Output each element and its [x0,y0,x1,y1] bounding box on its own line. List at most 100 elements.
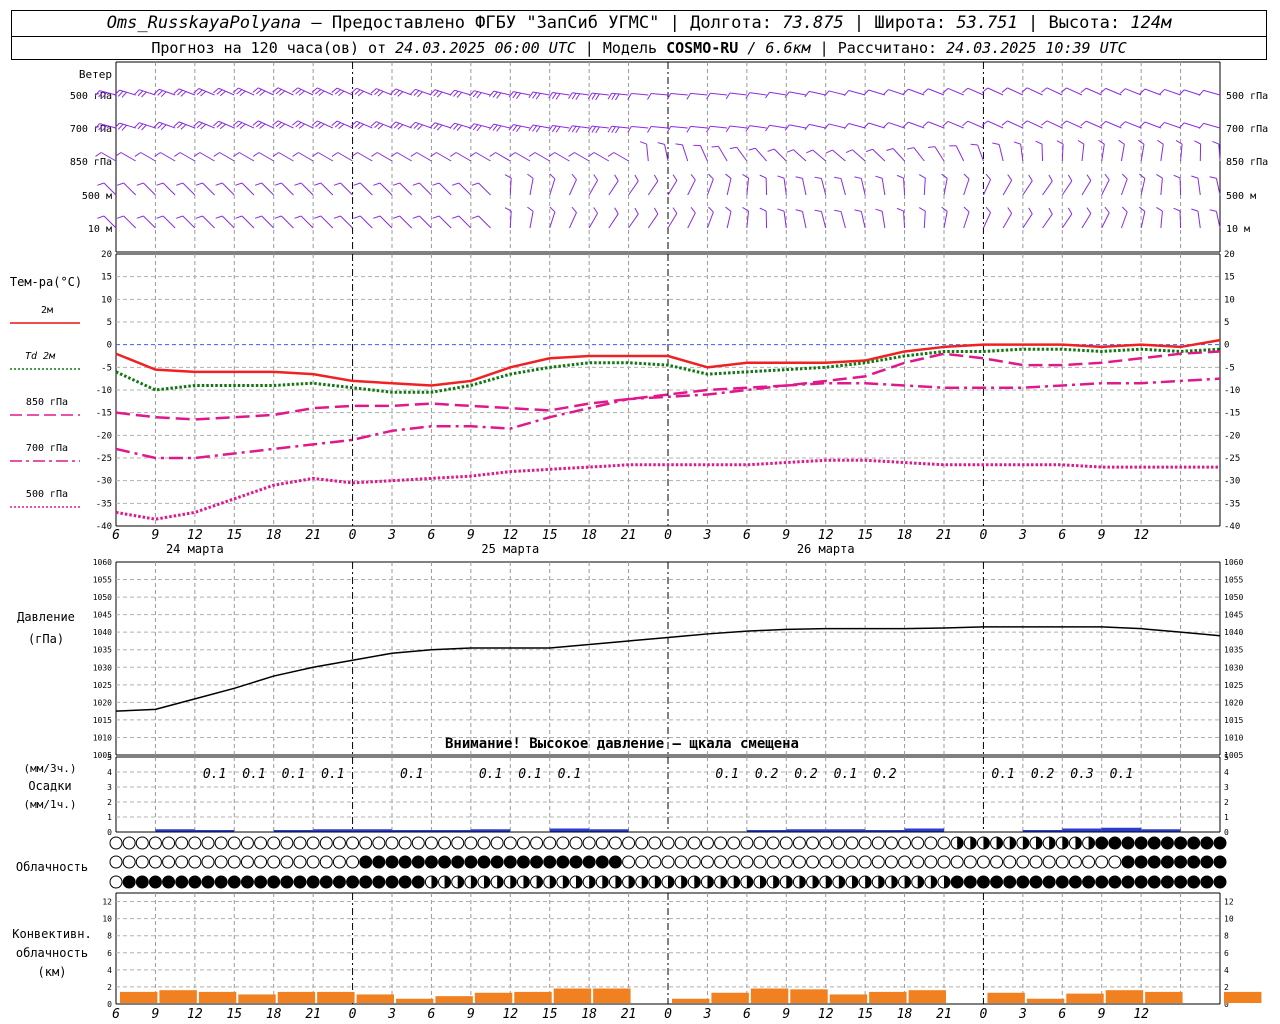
cloud-cover-symbol [530,836,544,850]
wind-barb-shaft [376,88,393,96]
cloud-cover-symbol [871,836,885,850]
temp-axis-hour-label: 18 [266,528,282,543]
cloud-cover-half [865,876,872,888]
wind-barb-feather [476,92,482,99]
wind-barb-feather [575,93,581,100]
pressure-tick-right: 1005 [1224,751,1243,760]
cloud-cover-symbol [543,836,557,850]
wind-barb-feather [896,207,904,212]
wind-barb-feather [1191,175,1199,179]
cloud-cover-symbol [608,836,622,850]
convective-axis-hour-label: 15 [226,1007,242,1022]
pressure-title: Давление [17,610,75,624]
wind-barb-feather [153,121,160,128]
wind-barb-feather [1086,207,1092,214]
wind-barb-shaft [258,120,274,129]
wind-barb-feather [134,89,140,96]
cloud-cover-half [825,876,832,888]
temp-axis-hour-label: 9 [467,528,475,543]
wind-barb-shaft [1061,213,1073,229]
wind-barb-feather [1021,120,1028,126]
precip-tick-right: 5 [1224,753,1229,762]
convective-tick-right: 12 [1224,898,1234,907]
wind-barb-feather [173,88,180,95]
temp-tick-left: -10 [96,386,112,396]
wind-barb-feather [708,173,714,180]
calc-label: Рассчитано: [837,39,938,57]
convective-bar [672,998,710,1003]
model-label: Модель [602,39,658,57]
wind-barb-shaft [120,152,136,162]
wind-barb-feather [745,92,751,99]
pressure-line [115,626,1221,712]
cloud-cover-symbol [937,836,951,850]
cloud-cover-symbol [438,836,452,850]
temp-axis-hour-label: 0 [349,528,357,543]
wind-barb-shaft [881,178,886,196]
cloud-cover-symbol [359,875,373,889]
wind-barb-feather [516,92,522,99]
wind-barb-feather [742,174,749,179]
wind-barb-shaft [647,213,659,229]
wind-barb-shaft [357,152,373,162]
cloud-cover-symbol [792,855,806,869]
wind-barb-shaft [928,121,945,129]
temp-axis-hour-label: 6 [1058,528,1066,543]
wind-barb-feather [927,146,935,148]
cloud-cover-symbol [1160,875,1174,889]
wind-barb-feather [863,89,869,96]
wind-barb-feather [94,123,100,130]
temp-axis-day-label: 25 марта [481,542,539,556]
pressure-tick-left: 1025 [93,681,112,690]
wind-barb-feather [1001,120,1008,126]
wind-barb-feather [279,123,286,129]
cloud-cover-half [1075,837,1082,849]
cloud-cover-symbol [569,836,583,850]
wind-barb-feather [370,121,377,127]
wind-barb-feather [690,173,696,181]
wind-barb-feather [492,91,498,98]
wind-barb-shaft [337,152,353,162]
wind-barb-shaft [840,178,846,196]
precip-amount-label: 0.2 [755,767,779,782]
wind-barb-shaft [754,147,767,162]
convective-bar [869,991,907,1003]
wind-barb-shaft [1218,144,1221,162]
cloud-cover-symbol [135,855,149,869]
wind-barb-feather [512,125,518,132]
wind-barb-feather [298,90,305,96]
wind-barb-shaft [123,215,137,229]
cloud-cover-symbol [1068,875,1082,889]
cloud-cover-symbol [806,855,820,869]
wind-barb-shaft [1085,87,1102,96]
pressure-tick-right: 1045 [1224,611,1243,620]
wind-barb-shaft [690,125,708,129]
wind-barb-feather [765,124,770,132]
cloud-cover-symbol [740,836,754,850]
wind-barb-feather [1178,89,1185,96]
wind-barb-shaft [162,215,176,229]
wind-barb-feather [351,120,357,127]
precip-tick-left: 2 [107,798,112,807]
convective-bar [1026,998,1065,1003]
cloud-cover-symbol [976,855,990,869]
cloud-cover-symbol [122,836,136,850]
wind-barb-feather [1157,139,1164,145]
precip-amount-label: 0.2 [1031,767,1055,782]
convective-bar [198,991,237,1003]
wind-barb-shaft [340,182,353,196]
cloud-cover-half [668,876,674,888]
clouds-title: Облачность [16,860,88,874]
cloud-cover-symbol [1095,855,1109,869]
cloud-cover-symbol [385,875,399,889]
convective-axis-hour-label: 0 [349,1007,357,1022]
wind-barb-feather [1198,123,1205,129]
precip-label-1h: (мм/1ч.) [24,798,77,811]
wind-barb-shaft [376,121,393,129]
wind-barb-shaft [1061,143,1064,162]
cloud-cover-symbol [1029,875,1043,889]
cloud-cover-symbol [884,855,898,869]
wind-barb-shaft [478,182,491,196]
wind-barb-feather [456,91,463,98]
wind-barb-feather [795,209,803,212]
